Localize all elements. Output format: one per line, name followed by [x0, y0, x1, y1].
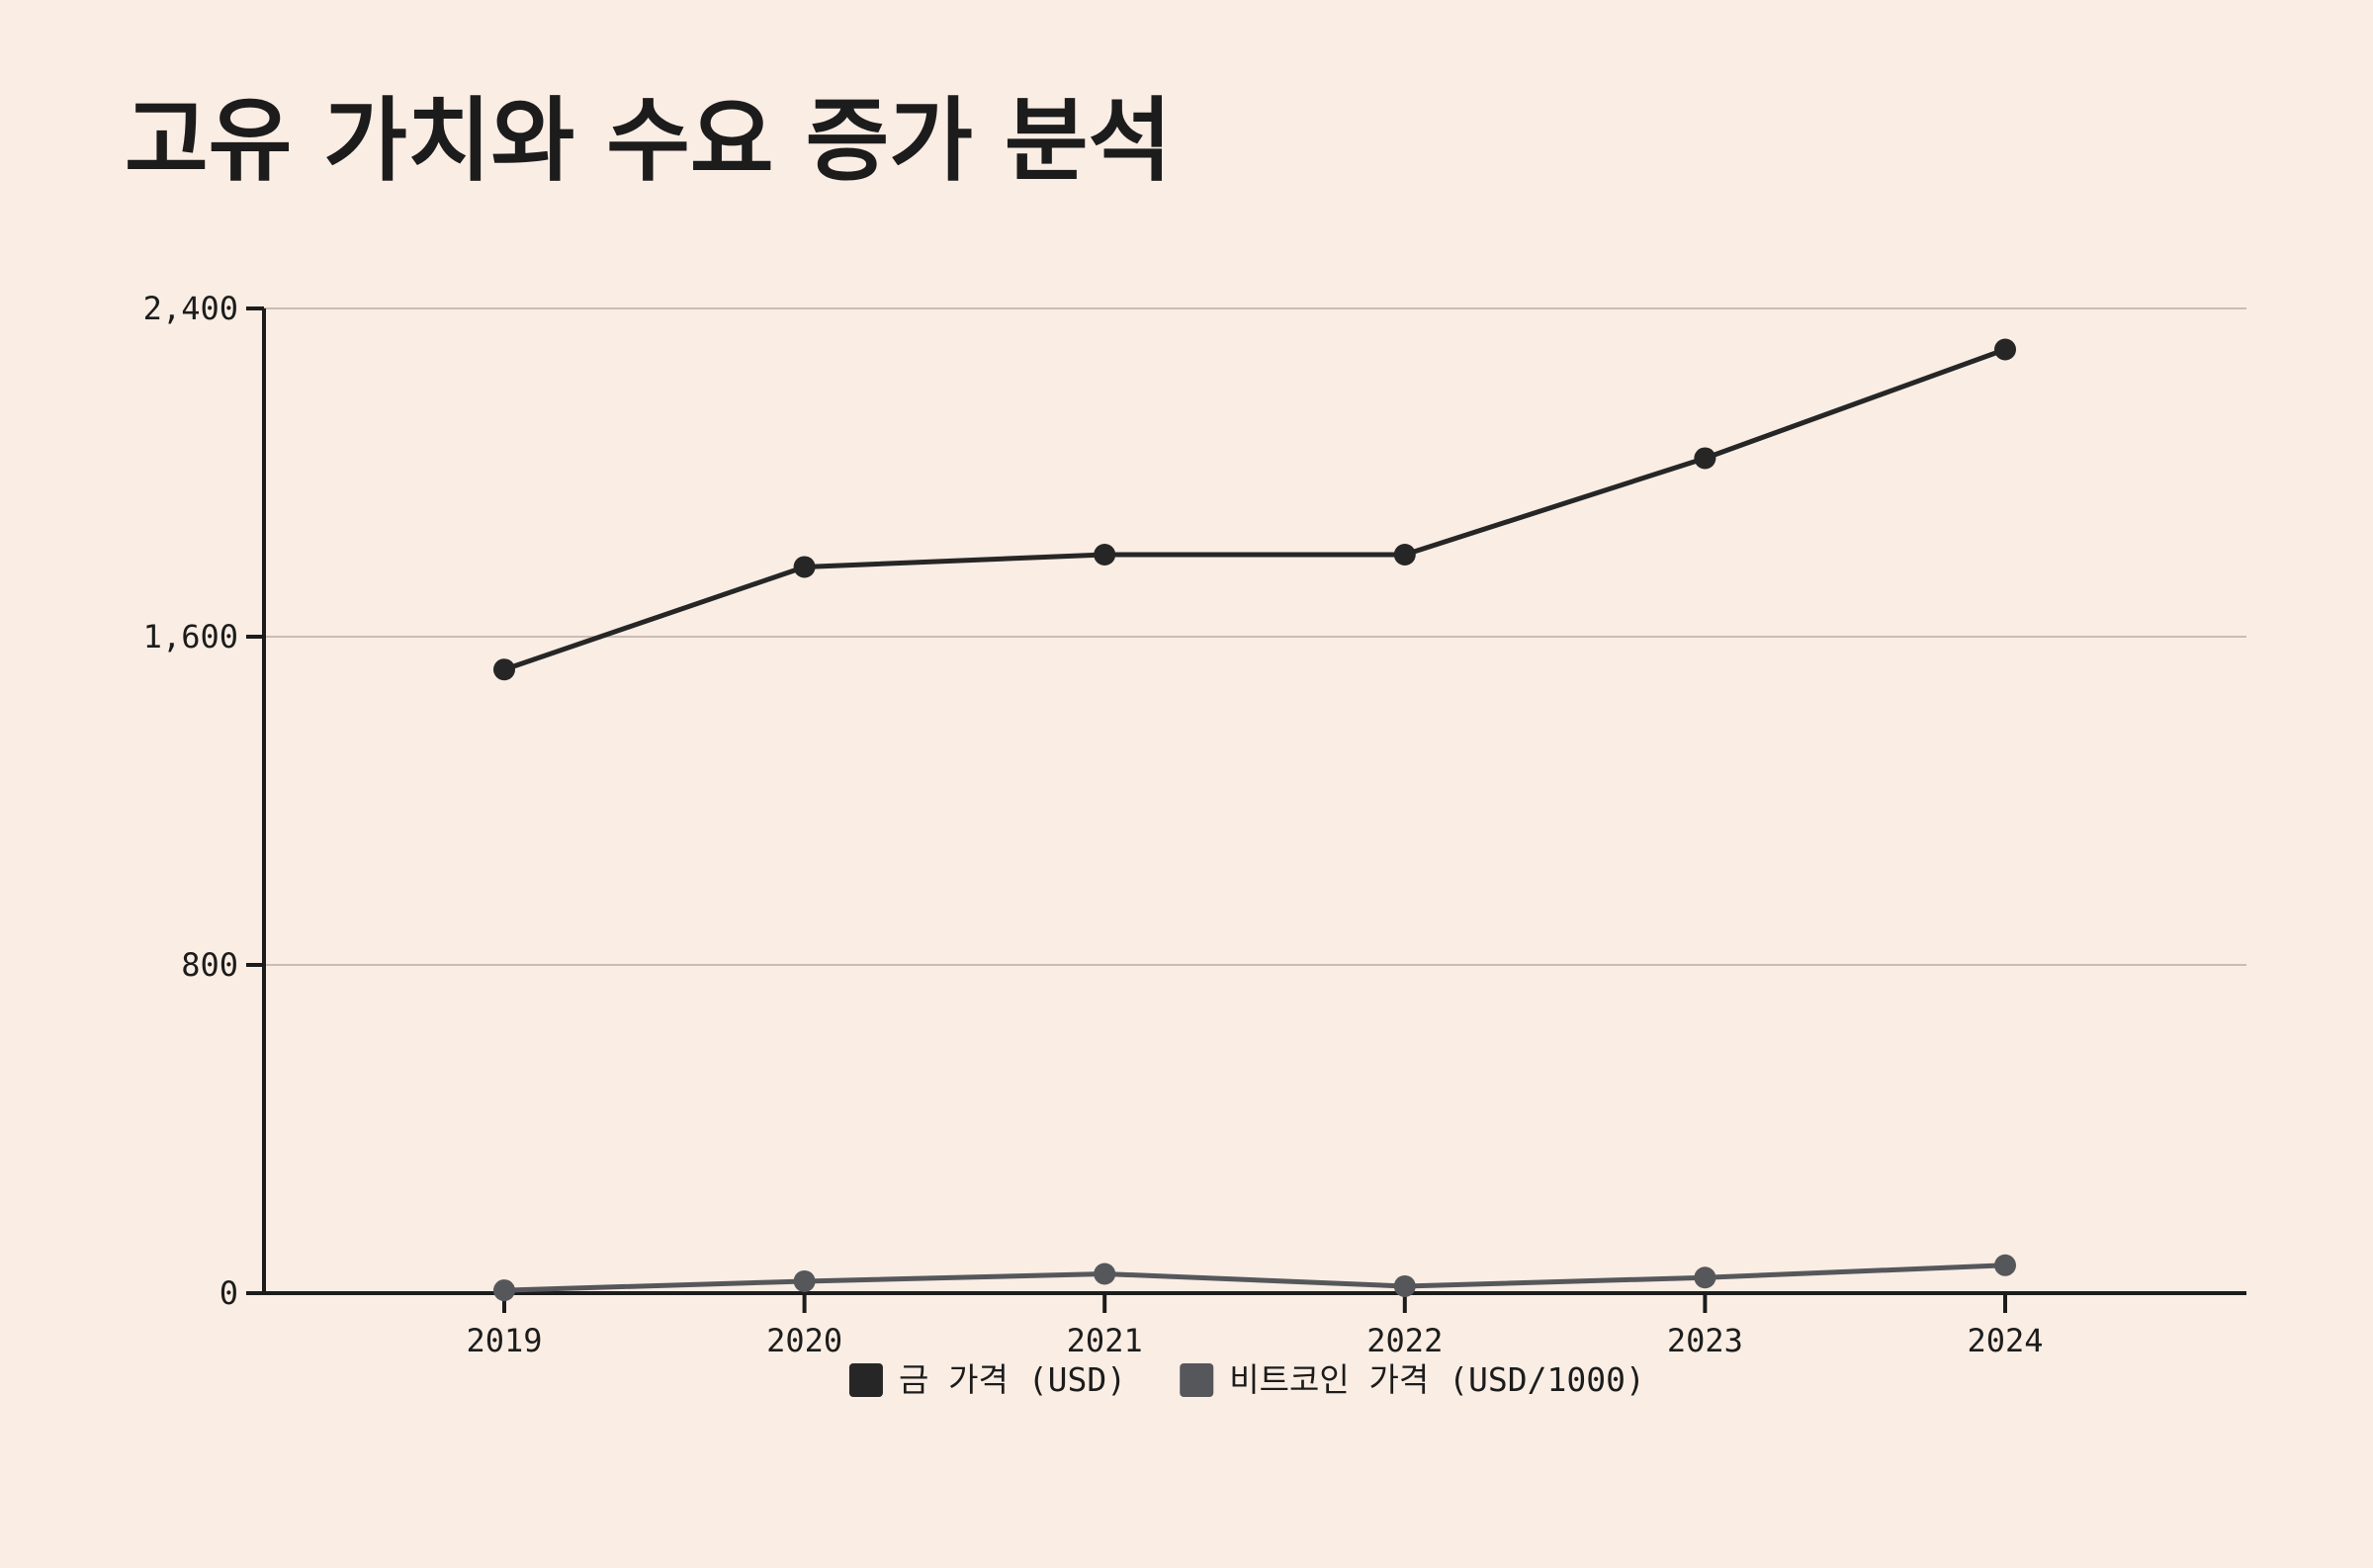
legend-item: 금 가격 (USD) — [848, 1360, 1126, 1399]
legend-label: 비트코인 가격 (USD/1000) — [1229, 1360, 1645, 1399]
gridlines — [264, 307, 2246, 966]
x-tick-label: 2019 — [466, 1322, 542, 1359]
axes: 0 800 1,600 2,400 2019 2020 2021 2022 2023 2024 — [143, 290, 2246, 1359]
data-point — [1393, 1274, 1416, 1297]
x-tick-label: 2021 — [1067, 1322, 1143, 1359]
x-tick-label: 2023 — [1667, 1322, 1743, 1359]
legend-swatch — [1180, 1363, 1214, 1397]
legend: 금 가격 (USD) 비트코인 가격 (USD/1000) — [848, 1360, 1645, 1399]
series-lines — [493, 338, 2016, 1302]
series-1 — [493, 338, 2016, 681]
data-point — [1094, 544, 1116, 566]
x-tick-label: 2024 — [1967, 1322, 2043, 1359]
chart-title: 고유 가치와 수요 증가 분석 — [125, 88, 1173, 194]
data-point — [1393, 544, 1416, 566]
series-line — [503, 347, 2006, 672]
data-point — [1694, 1266, 1716, 1289]
x-tick-label: 2022 — [1366, 1322, 1443, 1359]
y-tick-label: 0 — [220, 1274, 238, 1312]
y-tick-label: 1,600 — [143, 618, 238, 655]
x-tick-label: 2020 — [766, 1322, 842, 1359]
legend-swatch — [848, 1363, 883, 1397]
series-2 — [493, 1254, 2016, 1302]
y-tick-label: 800 — [181, 946, 238, 984]
data-point — [1694, 447, 1716, 470]
data-point — [793, 1269, 816, 1292]
series-line — [503, 1263, 2006, 1293]
data-point — [493, 658, 515, 681]
data-point — [493, 1279, 515, 1302]
legend-item: 비트코인 가격 (USD/1000) — [1180, 1360, 1645, 1399]
data-point — [793, 556, 816, 578]
data-point — [1094, 1263, 1116, 1285]
legend-label: 금 가격 (USD) — [899, 1360, 1126, 1399]
data-point — [1994, 1254, 2016, 1276]
y-tick-label: 2,400 — [143, 290, 238, 327]
data-point — [1994, 338, 2016, 361]
